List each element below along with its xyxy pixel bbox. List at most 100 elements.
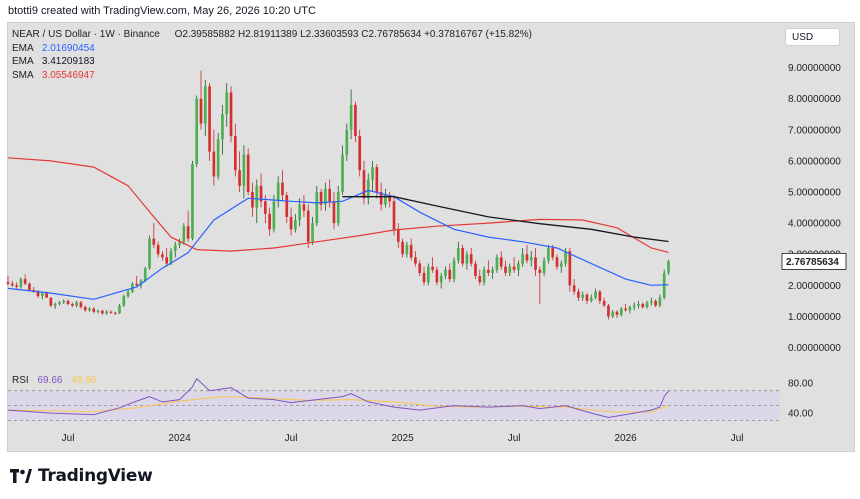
- candle-body: [392, 201, 396, 230]
- candle-body: [589, 297, 593, 301]
- price-tick-label: 5.00000000: [788, 188, 841, 199]
- time-tick-label: 2026: [614, 433, 637, 444]
- candle-body: [118, 305, 121, 314]
- candle-body: [564, 251, 567, 264]
- candle-body: [358, 136, 362, 171]
- candle-body: [23, 279, 27, 284]
- candle-body: [508, 266, 512, 273]
- rsi-tick-label: 40.00: [788, 409, 813, 420]
- candle-body: [478, 276, 482, 283]
- tradingview-brand: TradingView: [38, 466, 153, 486]
- candle-body: [611, 311, 615, 317]
- ema-slow-label: EMA: [12, 56, 34, 67]
- rsi-legend[interactable]: RSI 69.66 49.96: [12, 375, 96, 386]
- tradingview-footer[interactable]: TradingView: [10, 464, 153, 488]
- candle-body: [143, 268, 147, 281]
- candle-body: [298, 204, 301, 220]
- candle-body: [349, 104, 353, 130]
- candle-body: [169, 251, 173, 264]
- candle-body: [624, 308, 627, 311]
- candle-body: [182, 226, 186, 242]
- candle-body: [602, 300, 606, 306]
- candle-body: [482, 269, 486, 283]
- currency-button[interactable]: USD: [785, 28, 840, 46]
- candle-body: [641, 304, 645, 308]
- candle-body: [88, 308, 91, 311]
- chart-credit: btotti9 created with TradingView.com, Ma…: [8, 5, 316, 17]
- ema-fast-line: [7, 189, 669, 300]
- candle-body: [409, 244, 413, 258]
- chart-frame[interactable]: [7, 22, 855, 452]
- price-tick-label: 6.00000000: [788, 156, 841, 167]
- candle-body: [577, 291, 580, 298]
- candle-body: [186, 226, 190, 239]
- candle-body: [585, 294, 589, 301]
- candle-body: [538, 269, 542, 273]
- time-tick-label: Jul: [62, 433, 75, 444]
- candle-body: [75, 302, 78, 306]
- ema-fast-legend[interactable]: EMA 2.01690454: [12, 42, 532, 56]
- symbol-ohlc-row: NEAR / US Dollar · 1W · Binance O2.39585…: [12, 28, 532, 42]
- candle-body: [212, 151, 216, 177]
- candle-body: [452, 260, 456, 280]
- candle-body: [495, 257, 499, 270]
- ohlc-values: O2.39585882 H2.81911389 L2.33603593 C2.7…: [174, 29, 532, 40]
- candle-body: [396, 229, 400, 242]
- candle-body: [191, 164, 194, 239]
- time-tick-label: Jul: [731, 433, 744, 444]
- candle-body: [384, 195, 387, 205]
- candle-body: [328, 188, 331, 202]
- candle-body: [28, 283, 31, 290]
- candle-body: [165, 257, 169, 264]
- time-tick-label: Jul: [508, 433, 521, 444]
- price-axis: 0.000000001.000000002.000000003.00000000…: [788, 63, 841, 354]
- candle-body: [405, 244, 409, 255]
- tradingview-logo-icon: [10, 469, 32, 483]
- price-tick-label: 7.00000000: [788, 125, 841, 136]
- candle-body: [654, 300, 657, 306]
- candle-body: [113, 312, 117, 314]
- time-tick-label: 2024: [168, 433, 191, 444]
- last-price-marker: 2.76785634: [781, 252, 847, 270]
- sma-value: 3.05546947: [41, 69, 95, 81]
- candle-body: [71, 304, 74, 306]
- candle-body: [161, 254, 164, 258]
- candle-body: [345, 129, 349, 155]
- candle-body: [199, 98, 203, 124]
- candle-body: [251, 192, 254, 208]
- candle-body: [10, 283, 14, 286]
- price-tick-label: 1.00000000: [788, 312, 841, 323]
- candle-body: [658, 297, 662, 306]
- candle-body: [294, 220, 297, 230]
- ema-slow-legend[interactable]: EMA 3.41209183: [12, 55, 532, 69]
- candle-body: [598, 291, 602, 301]
- candle-body: [551, 248, 555, 258]
- candle-body: [431, 266, 434, 270]
- rsi-ma-line: [7, 396, 669, 413]
- candle-body: [435, 269, 439, 283]
- candle-body: [615, 311, 619, 315]
- candle-body: [173, 244, 177, 252]
- candle-body: [83, 307, 87, 311]
- candle-body: [66, 300, 70, 304]
- candle-body: [422, 272, 426, 283]
- candle-body: [414, 257, 417, 264]
- candle-body: [645, 302, 649, 308]
- candle-body: [366, 179, 370, 199]
- rsi-ma-value: 49.96: [71, 375, 97, 386]
- candle-body: [521, 254, 524, 264]
- candle-body: [529, 257, 533, 261]
- candle-body: [465, 254, 469, 264]
- candle-body: [96, 310, 100, 312]
- time-tick-label: 2025: [391, 433, 414, 444]
- candle-body: [667, 261, 670, 273]
- sma-legend[interactable]: SMA 3.05546947: [12, 69, 532, 83]
- candle-body: [19, 279, 23, 287]
- candle-body: [439, 276, 443, 283]
- candle-body: [62, 300, 66, 303]
- candle-body: [448, 269, 452, 280]
- candle-body: [178, 241, 181, 245]
- candle-body: [547, 248, 550, 261]
- candle-body: [58, 302, 61, 304]
